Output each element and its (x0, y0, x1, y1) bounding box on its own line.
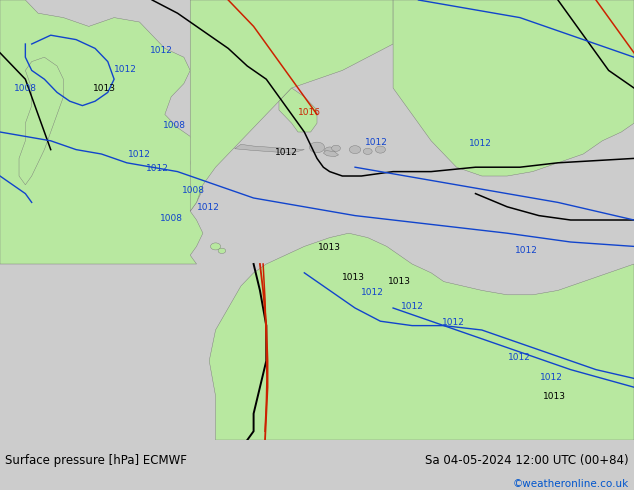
Polygon shape (235, 145, 304, 153)
Polygon shape (323, 150, 339, 157)
Polygon shape (209, 233, 634, 440)
Text: 1016: 1016 (298, 108, 321, 117)
Text: 1013: 1013 (342, 273, 365, 282)
Text: 1013: 1013 (93, 84, 116, 94)
Text: 1012: 1012 (401, 302, 424, 311)
Text: 1013: 1013 (543, 392, 566, 401)
Circle shape (218, 248, 226, 253)
Text: 1013: 1013 (388, 277, 411, 286)
Text: 1012: 1012 (540, 373, 563, 382)
Circle shape (325, 147, 335, 154)
Text: 1012: 1012 (515, 246, 538, 255)
Circle shape (375, 146, 385, 153)
Polygon shape (19, 57, 63, 185)
Polygon shape (279, 88, 317, 132)
Text: 1012: 1012 (114, 65, 137, 74)
Text: 1008: 1008 (182, 186, 205, 195)
Text: 1008: 1008 (14, 83, 37, 93)
Circle shape (349, 146, 361, 153)
Text: 1008: 1008 (160, 214, 183, 223)
Text: 1012: 1012 (365, 138, 388, 147)
Circle shape (309, 142, 325, 153)
Text: 1012: 1012 (442, 318, 465, 327)
Circle shape (332, 145, 340, 151)
Polygon shape (393, 0, 634, 176)
Text: 1012: 1012 (146, 164, 169, 173)
Text: Surface pressure [hPa] ECMWF: Surface pressure [hPa] ECMWF (5, 454, 187, 466)
Text: ©weatheronline.co.uk: ©weatheronline.co.uk (513, 479, 629, 489)
Polygon shape (190, 0, 393, 211)
Circle shape (210, 243, 221, 250)
Text: 1012: 1012 (508, 353, 531, 362)
Text: Sa 04-05-2024 12:00 UTC (00+84): Sa 04-05-2024 12:00 UTC (00+84) (425, 454, 629, 466)
Text: 1012: 1012 (469, 139, 492, 147)
Circle shape (363, 148, 372, 154)
Text: 1012: 1012 (361, 288, 384, 297)
Text: 1012: 1012 (275, 148, 298, 157)
Text: 1012: 1012 (197, 203, 219, 212)
Text: 1012: 1012 (150, 46, 173, 55)
Polygon shape (0, 0, 203, 264)
Text: 1008: 1008 (163, 121, 186, 130)
Text: 1013: 1013 (318, 243, 341, 252)
Text: 1012: 1012 (128, 150, 151, 159)
